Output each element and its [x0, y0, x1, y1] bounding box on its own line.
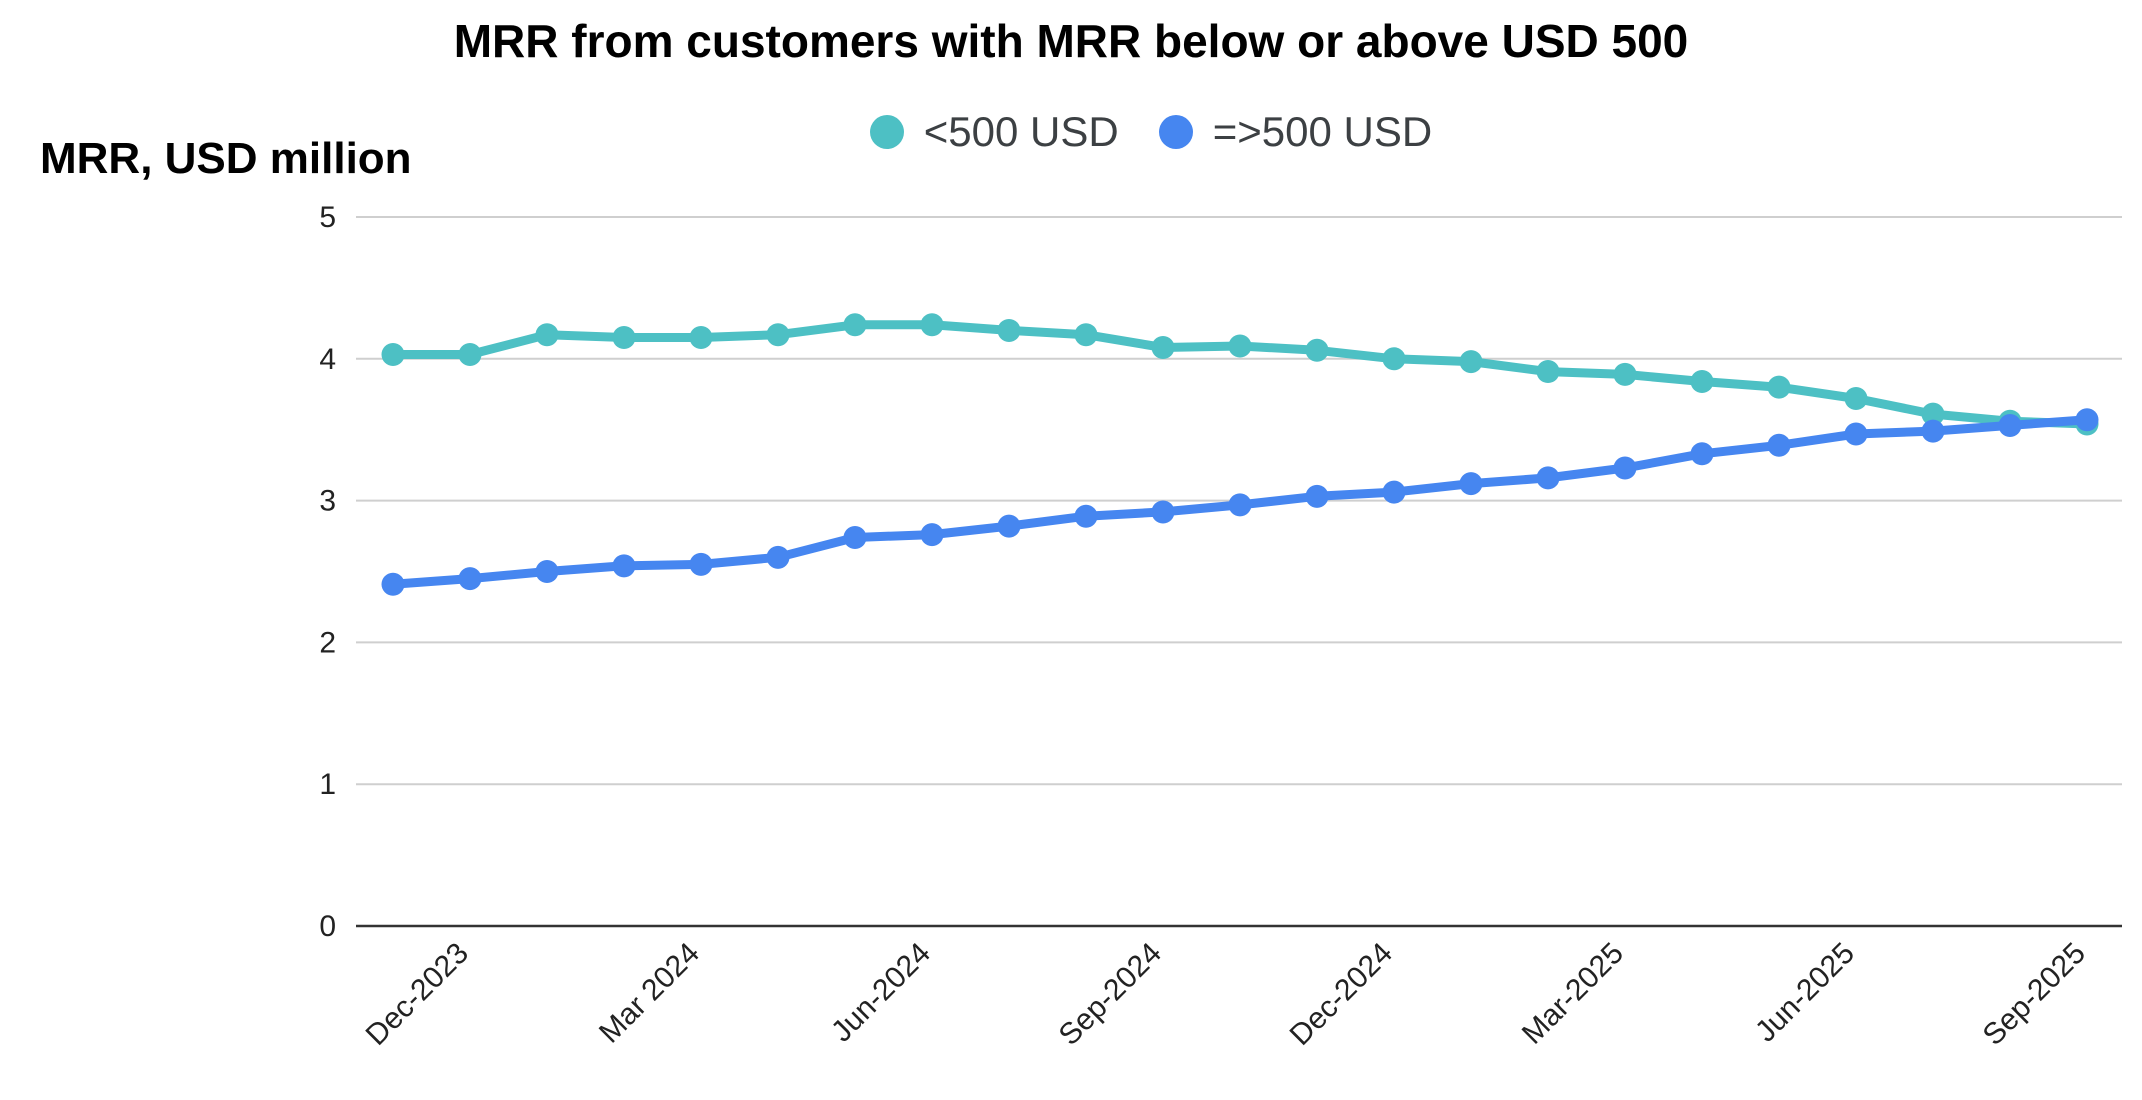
data-point [689, 326, 713, 350]
y-axis-title: MRR, USD million [40, 134, 412, 183]
x-tick-label: Sep-2025 [1977, 937, 2092, 1052]
data-point [1228, 334, 1252, 358]
y-tick-label: 5 [319, 201, 336, 234]
y-tick-label: 2 [319, 626, 336, 659]
x-tick-label: Dec-2023 [360, 937, 475, 1052]
data-point [766, 545, 790, 569]
data-point [1921, 402, 1945, 426]
legend: <500 USD =>500 USD [0, 108, 2142, 156]
data-point [1151, 335, 1175, 359]
x-tick-label: Sep-2024 [1053, 937, 1168, 1052]
y-tick-label: 3 [319, 485, 336, 518]
legend-item-above-500[interactable]: =>500 USD [1158, 108, 1433, 156]
y-tick-label: 0 [319, 910, 336, 943]
data-point [1536, 466, 1560, 490]
x-tick-label: Mar-2025 [1516, 937, 1630, 1051]
series-layer [381, 313, 2099, 596]
x-tick-label: Jun-2025 [1749, 937, 1861, 1049]
data-point [997, 514, 1021, 538]
data-point [1228, 493, 1252, 517]
data-point [1767, 433, 1791, 457]
data-point [997, 318, 1021, 342]
data-point [612, 326, 636, 350]
data-point [1459, 472, 1483, 496]
data-point [920, 313, 944, 337]
data-point [1767, 375, 1791, 399]
data-point [689, 552, 713, 576]
data-point [381, 343, 405, 367]
data-point [920, 523, 944, 547]
data-point [1844, 422, 1868, 446]
chart-title: MRR from customers with MRR below or abo… [453, 15, 1689, 67]
data-point [766, 323, 790, 347]
data-point [843, 313, 867, 337]
data-point [1613, 362, 1637, 386]
data-point [1613, 456, 1637, 480]
legend-swatch-below-500 [869, 115, 904, 149]
data-point [1921, 419, 1945, 443]
data-point [1459, 350, 1483, 374]
data-point [1305, 484, 1329, 508]
data-point [458, 567, 482, 591]
x-tick-label: Dec-2024 [1284, 937, 1399, 1052]
data-point [535, 323, 559, 347]
data-point [1536, 360, 1560, 384]
x-tick-label: Jun-2024 [825, 937, 937, 1049]
data-point [1305, 338, 1329, 362]
data-point [1690, 369, 1714, 393]
data-point [1151, 500, 1175, 524]
y-tick-label: 1 [319, 768, 336, 801]
y-tick-label: 4 [319, 343, 336, 376]
data-point [1382, 347, 1406, 371]
y-axis-ticks: 0 1 2 3 4 5 [319, 201, 336, 943]
data-point [1382, 480, 1406, 504]
legend-label-above-500: =>500 USD [1212, 108, 1433, 155]
data-point [1998, 413, 2022, 437]
data-point [1690, 442, 1714, 466]
data-point [458, 343, 482, 367]
legend-item-below-500[interactable]: <500 USD [869, 108, 1119, 156]
data-point [612, 554, 636, 578]
data-point [535, 560, 559, 583]
data-point [1074, 323, 1098, 347]
data-point [843, 525, 867, 549]
data-point [2075, 408, 2099, 432]
data-point [1844, 387, 1868, 411]
x-tick-label: Mar 2024 [593, 937, 706, 1050]
x-axis-ticks: Dec-2023 Mar 2024 Jun-2024 Sep-2024 Dec-2024… [360, 937, 2092, 1052]
legend-swatch-above-500 [1158, 115, 1193, 149]
data-point [1074, 504, 1098, 528]
data-point [381, 572, 405, 596]
legend-label-below-500: <500 USD [923, 108, 1119, 155]
